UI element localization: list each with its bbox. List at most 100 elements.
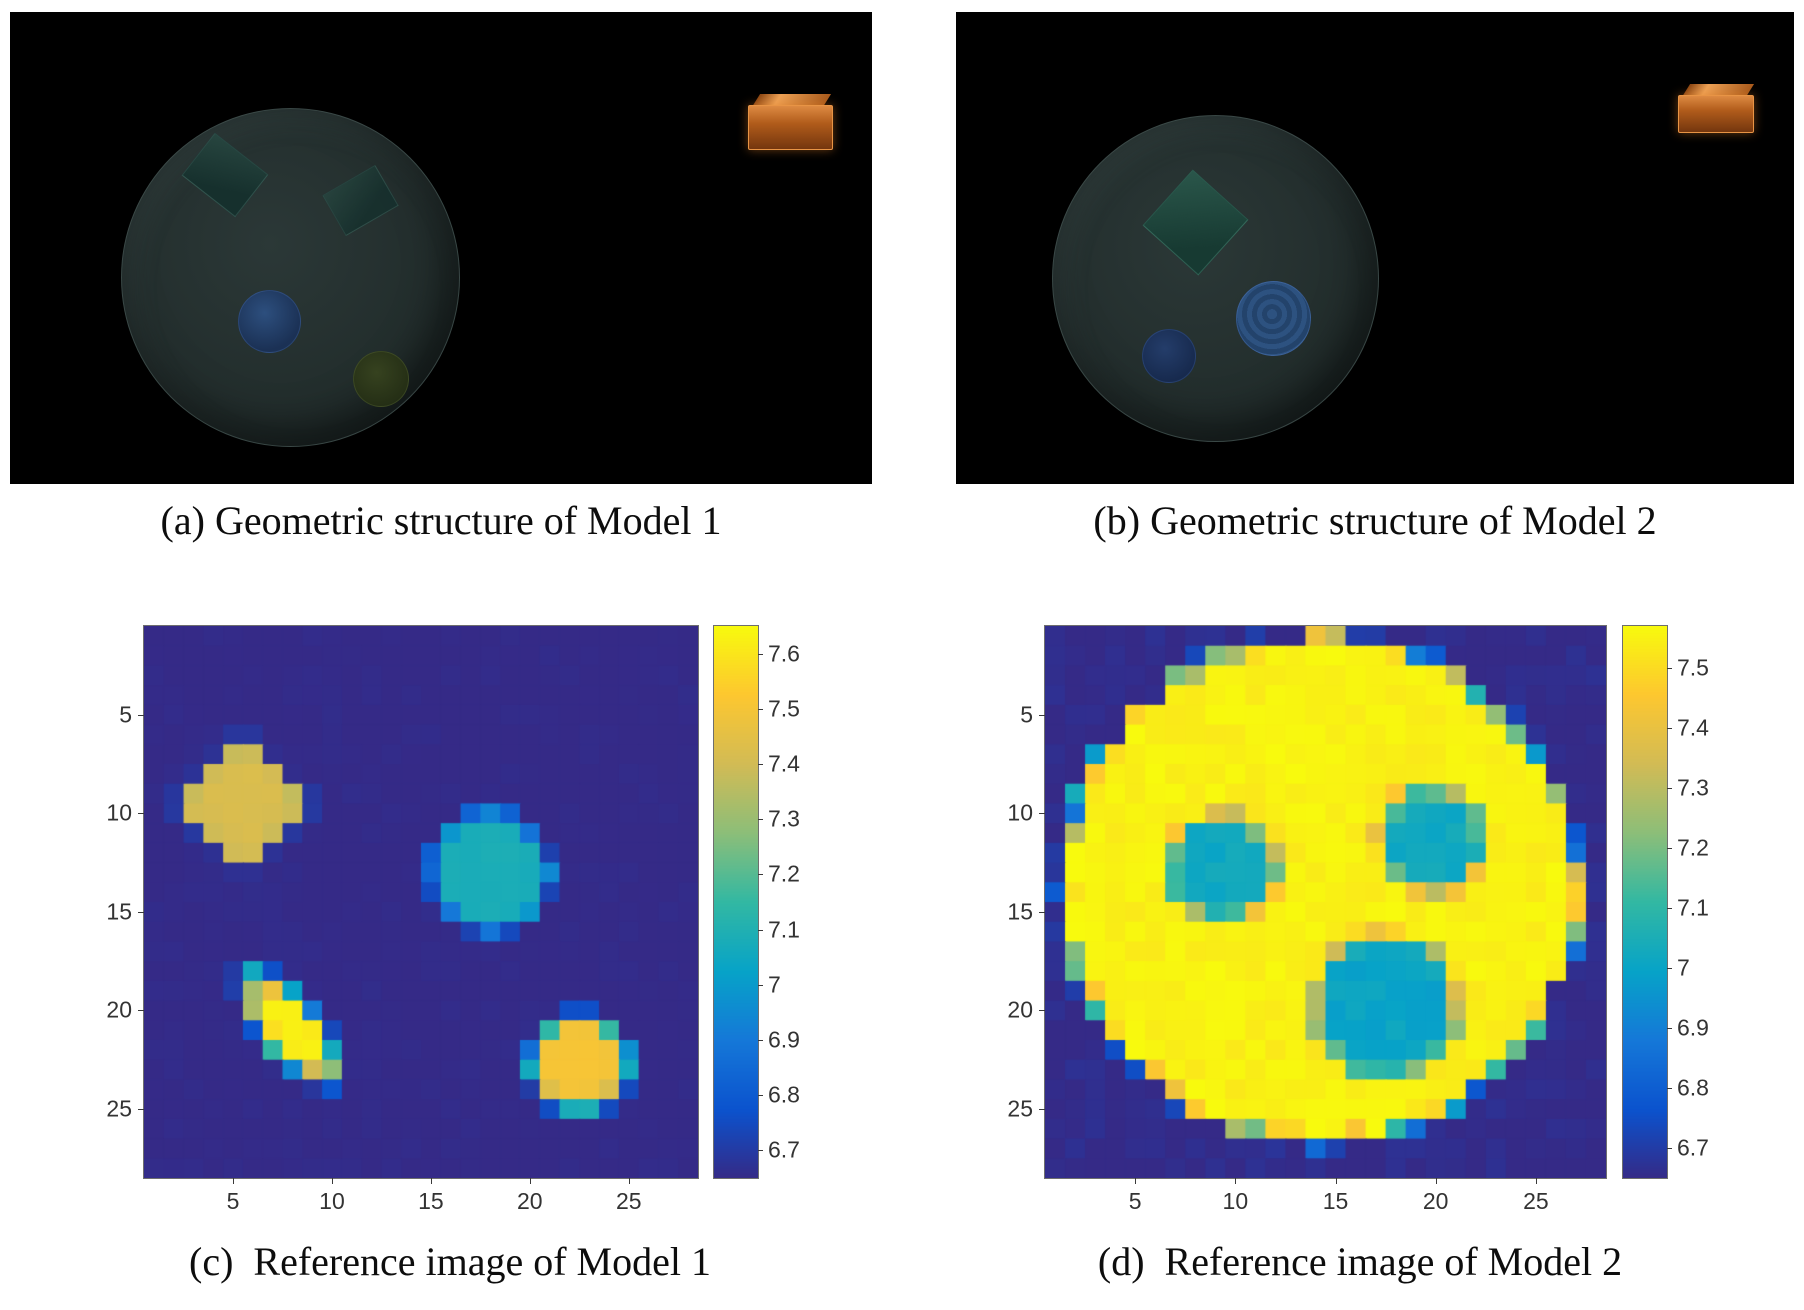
colorbar-tick-label: 7.2 — [768, 860, 800, 887]
tick-mark — [1039, 911, 1045, 913]
tick-mark — [529, 1178, 531, 1184]
tick-mark — [1667, 1088, 1672, 1089]
tick-mark — [1667, 728, 1672, 729]
tick-mark — [758, 874, 763, 876]
tick-mark — [1435, 1178, 1437, 1184]
model2-reference-canvas — [1045, 626, 1606, 1178]
x-axis-ticks: 5 10 15 20 25 — [1045, 1178, 1606, 1220]
colorbar-canvas — [1623, 626, 1667, 1178]
tick-mark — [758, 819, 763, 821]
inclusion-circle-blue-small — [1142, 329, 1196, 383]
y-tick-label: 5 — [119, 701, 132, 728]
tick-mark — [138, 911, 144, 913]
colorbar-tick-label: 6.7 — [1677, 1134, 1709, 1161]
colorbar-tick-label: 7.5 — [768, 695, 800, 722]
x-axis-ticks: 5 10 15 20 25 — [144, 1178, 698, 1220]
tick-mark — [1667, 848, 1672, 849]
tick-mark — [138, 1109, 144, 1110]
tick-mark — [1039, 1010, 1045, 1012]
tick-mark — [1535, 1178, 1537, 1184]
x-tick-label: 15 — [1322, 1188, 1349, 1214]
coil-front-face — [748, 105, 833, 150]
tick-mark — [1667, 968, 1672, 969]
tick-mark — [758, 653, 763, 655]
x-tick-label: 15 — [418, 1188, 444, 1214]
tick-mark — [758, 1150, 763, 1152]
tick-mark — [1667, 788, 1672, 789]
coil-front-face — [1678, 95, 1754, 133]
tick-mark — [1667, 668, 1672, 669]
y-tick-label: 10 — [1007, 799, 1033, 826]
coil-object-icon — [1678, 84, 1760, 133]
colorbar-tick-label: 7 — [768, 971, 781, 998]
colorbar-tick-label: 7.1 — [1677, 894, 1709, 921]
caption-a: (a) Geometric structure of Model 1 — [160, 498, 722, 543]
tick-mark — [1135, 1178, 1137, 1184]
x-tick-label: 5 — [226, 1188, 240, 1214]
inclusion-circle-blue-large — [1236, 281, 1311, 356]
tick-mark — [331, 1178, 333, 1184]
x-tick-label: 5 — [1128, 1188, 1142, 1214]
model1-colorbar: 6.7 6.8 6.9 7 7.1 7.2 7.3 7.4 7.5 7.6 — [713, 625, 800, 1179]
x-tick-label: 20 — [517, 1188, 543, 1214]
model1-reference-canvas — [144, 626, 698, 1178]
model1-geometry-render — [10, 12, 872, 484]
y-tick-label: 25 — [106, 1095, 132, 1122]
y-tick-label: 10 — [106, 799, 132, 826]
model2-geometry-render — [956, 12, 1794, 484]
colorbar-tick-label: 7.6 — [768, 640, 800, 667]
tick-mark — [138, 714, 144, 716]
tick-mark — [1039, 813, 1045, 815]
tick-mark — [758, 1095, 763, 1097]
colorbar-tick-label: 7.1 — [768, 916, 800, 943]
colorbar-ticks: 6.7 6.8 6.9 7 7.1 7.2 7.3 7.4 7.5 7.6 — [758, 626, 828, 1178]
tick-mark — [758, 1040, 763, 1041]
inclusion-circle-olive — [353, 351, 409, 407]
caption-c: (c) Reference image of Model 1 — [189, 1239, 711, 1284]
tick-mark — [1667, 1148, 1672, 1149]
tick-mark — [138, 1010, 144, 1012]
tick-mark — [1235, 1178, 1237, 1184]
tick-mark — [758, 708, 763, 710]
tick-mark — [758, 984, 763, 986]
x-tick-label: 25 — [615, 1188, 642, 1214]
caption-d: (d) Reference image of Model 2 — [1097, 1239, 1623, 1284]
x-tick-label: 25 — [1523, 1188, 1549, 1214]
y-axis-ticks: 5 10 15 20 25 — [84, 626, 144, 1178]
colorbar-canvas — [714, 626, 758, 1178]
model1-reference-heatmap: 5 10 15 20 25 5 10 15 20 25 — [106, 625, 699, 1213]
colorbar-tick-label: 7.5 — [1677, 654, 1709, 681]
y-tick-label: 15 — [106, 898, 132, 925]
tick-mark — [1667, 1028, 1672, 1029]
tick-mark — [1667, 908, 1672, 909]
colorbar-tick-label: 7.3 — [1677, 774, 1709, 801]
y-tick-label: 25 — [1007, 1095, 1033, 1122]
colorbar-tick-label: 6.9 — [1677, 1014, 1709, 1041]
tick-mark — [430, 1178, 432, 1184]
y-axis-ticks: 5 10 15 20 25 — [985, 626, 1045, 1178]
model2-reference-heatmap: 5 10 15 20 25 5 10 15 20 25 — [1007, 625, 1607, 1213]
tick-mark — [1039, 1109, 1045, 1110]
phantom-body-model2 — [1052, 115, 1379, 442]
x-tick-label: 10 — [1222, 1188, 1249, 1214]
colorbar-ticks: 6.7 6.8 6.9 7 7.1 7.2 7.3 7.4 7.5 — [1667, 626, 1737, 1178]
tick-mark — [233, 1178, 235, 1184]
tick-mark — [138, 813, 144, 815]
model2-colorbar: 6.7 6.8 6.9 7 7.1 7.2 7.3 7.4 7.5 — [1622, 625, 1709, 1179]
caption-b: (b) Geometric structure of Model 2 — [1093, 498, 1657, 543]
colorbar-tick-label: 6.7 — [768, 1136, 800, 1163]
x-tick-label: 10 — [319, 1188, 345, 1214]
tick-mark — [628, 1178, 630, 1184]
y-tick-label: 15 — [1007, 898, 1033, 925]
colorbar-tick-label: 6.8 — [768, 1081, 800, 1108]
tick-mark — [1335, 1178, 1337, 1184]
colorbar-tick-label: 7.2 — [1677, 834, 1709, 861]
y-tick-label: 5 — [1020, 701, 1033, 728]
tick-mark — [758, 764, 763, 765]
colorbar-tick-label: 7 — [1677, 954, 1690, 981]
colorbar-tick-label: 7.4 — [1677, 714, 1709, 741]
colorbar-tick-label: 6.9 — [768, 1026, 800, 1053]
colorbar-tick-label: 7.3 — [768, 805, 800, 832]
phantom-body-model1 — [121, 108, 460, 447]
